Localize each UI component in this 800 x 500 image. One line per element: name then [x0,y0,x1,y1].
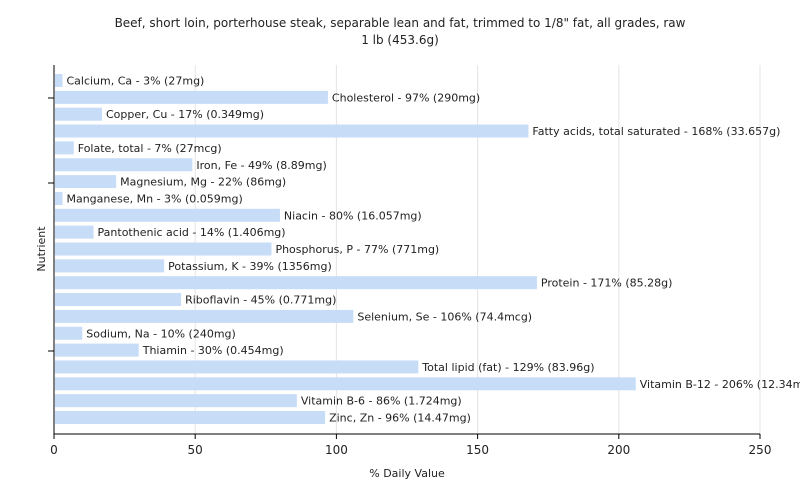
bar [55,158,193,172]
bar [55,107,103,121]
bar-label: Fatty acids, total saturated - 168% (33.… [532,125,780,138]
y-axis-label: Nutrient [35,226,48,272]
bar [55,326,83,340]
bar-label: Vitamin B-6 - 86% (1.724mg) [301,395,462,408]
bar [55,343,139,357]
bar-labels: Calcium, Ca - 3% (27mg) Cholesterol - 97%… [66,75,800,425]
bar-label: Zinc, Zn - 96% (14.47mg) [329,412,471,425]
bar-label: Magnesium, Mg - 22% (86mg) [120,176,286,189]
bar [55,124,529,138]
bar [55,276,537,290]
bar-label: Total lipid (fat) - 129% (83.96g) [421,361,594,374]
bar [55,293,182,307]
bar-label: Thiamin - 30% (0.454mg) [142,344,284,357]
bar-label: Sodium, Na - 10% (240mg) [86,327,236,340]
bar-label: Copper, Cu - 17% (0.349mg) [106,108,264,121]
bars [55,74,636,424]
bar-label: Iron, Fe - 49% (8.89mg) [196,159,326,172]
bar-label: Manganese, Mn - 3% (0.059mg) [66,192,242,205]
x-tick-label: 200 [607,443,630,457]
bar [55,90,328,104]
bar [55,377,636,391]
bar [55,309,354,323]
bar-label: Potassium, K - 39% (1356mg) [168,260,332,273]
x-tick-label: 150 [466,443,489,457]
bar-label: Folate, total - 7% (27mcg) [78,142,222,155]
bar [55,242,272,256]
x-tick-label: 250 [749,443,772,457]
chart-subtitle: 1 lb (453.6g) [361,33,439,47]
y-axis-ticks [48,97,54,352]
bar [55,394,297,408]
bar [55,411,326,424]
bar-label: Selenium, Se - 106% (74.4mcg) [357,310,532,323]
bar-label: Protein - 171% (85.28g) [541,277,673,290]
bar [55,74,63,87]
bar-label: Phosphorus, P - 77% (771mg) [275,243,439,256]
bar-label: Calcium, Ca - 3% (27mg) [66,75,204,88]
x-tick-label: 0 [50,443,58,457]
bar [55,259,165,273]
chart-title: Beef, short loin, porterhouse steak, sep… [115,16,686,30]
bar-label: Riboflavin - 45% (0.771mg) [185,294,336,307]
bar [55,191,63,205]
x-tick-label: 50 [188,443,203,457]
bar-label: Niacin - 80% (16.057mg) [284,209,422,222]
bar [55,175,117,189]
x-axis-ticks: 0 50 100 150 200 250 [50,434,771,457]
x-tick-label: 100 [325,443,348,457]
bar-label: Vitamin B-12 - 206% (12.34mcg) [640,378,800,391]
bar [55,141,74,155]
bar-label: Cholesterol - 97% (290mg) [332,91,480,104]
bar [55,225,94,239]
x-axis-label: % Daily Value [369,467,445,480]
bar [55,208,280,222]
bar [55,360,419,374]
bar-label: Pantothenic acid - 14% (1.406mg) [98,226,286,239]
